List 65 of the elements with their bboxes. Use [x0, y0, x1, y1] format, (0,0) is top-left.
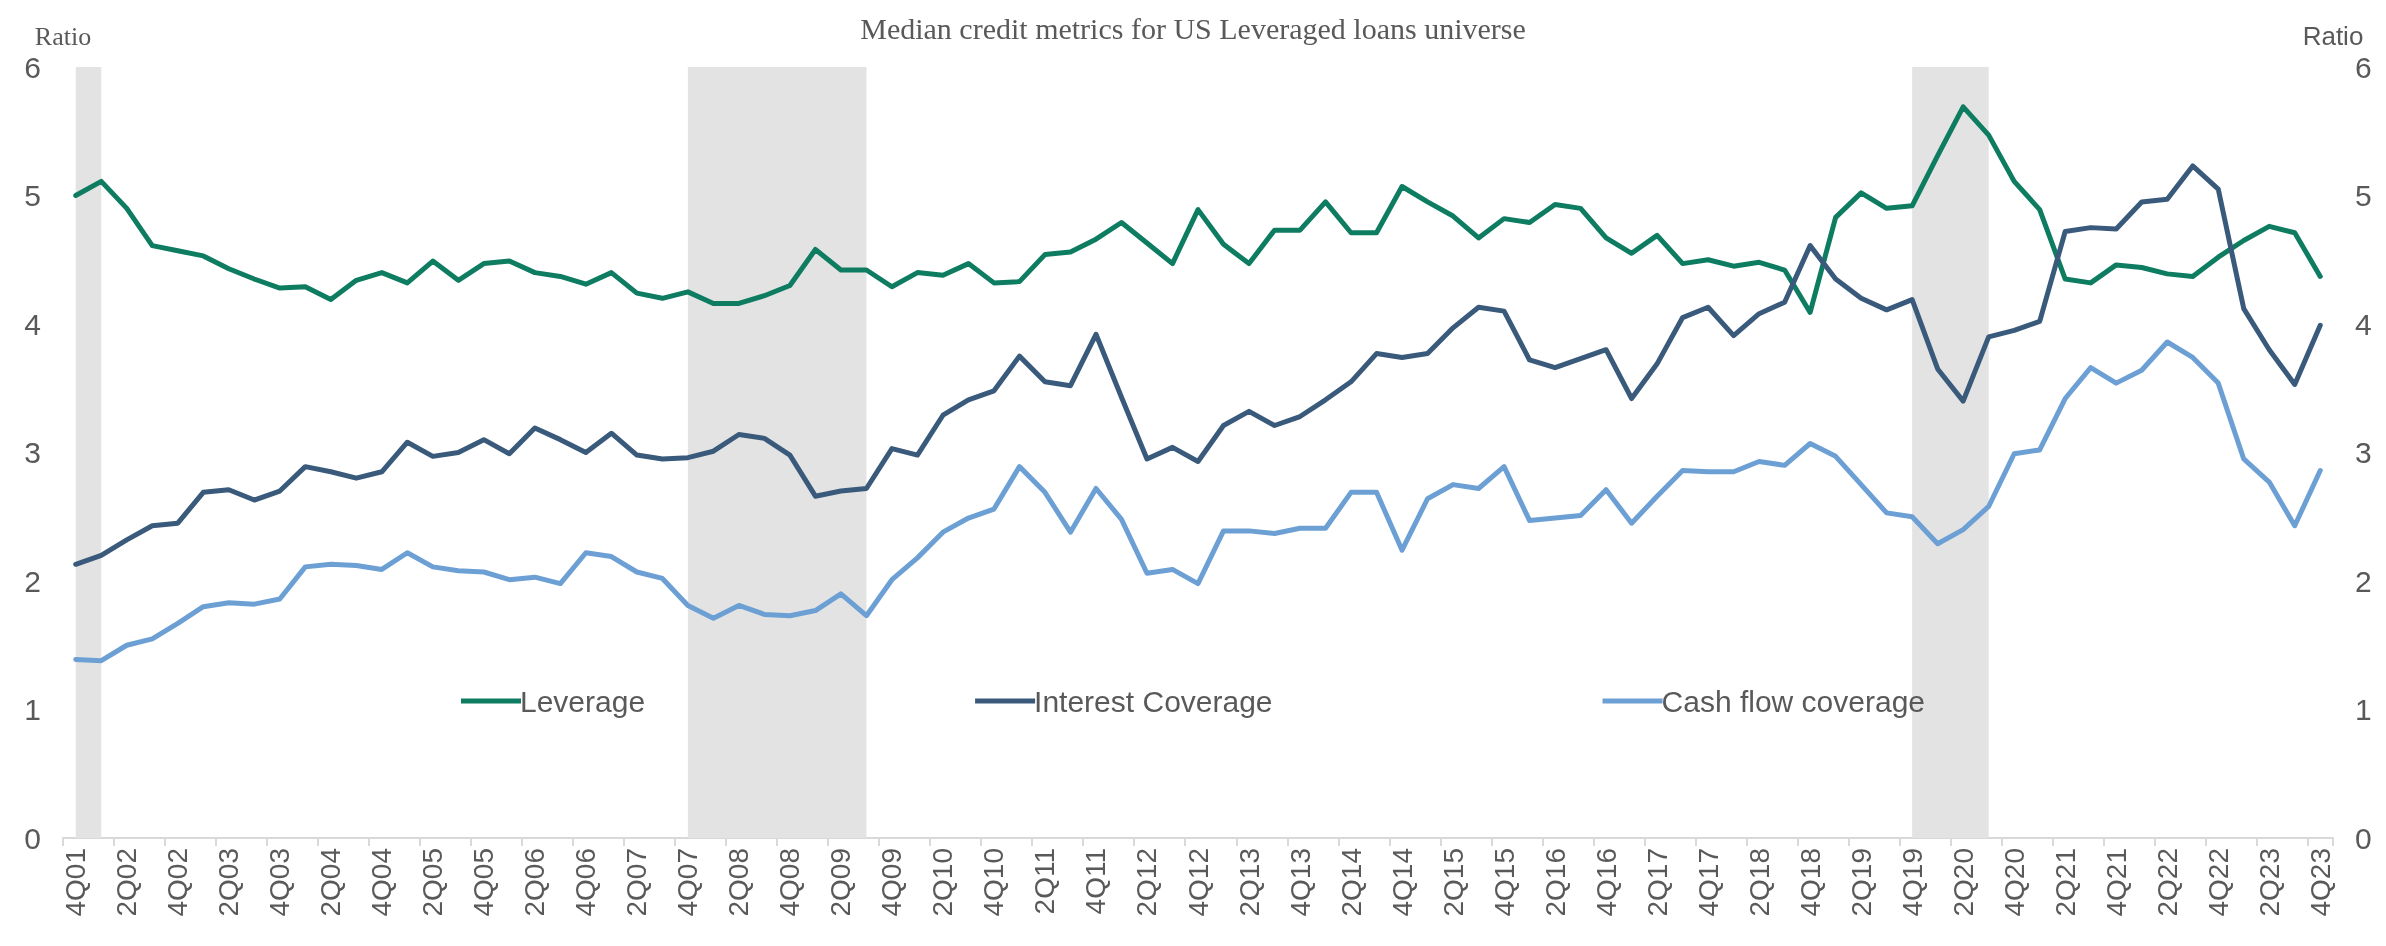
x-tick-label: 2Q07 [621, 848, 653, 917]
x-tick-label: 4Q05 [468, 848, 500, 917]
x-tick-label: 4Q15 [1488, 848, 1520, 917]
y-tick-label: 0 [24, 821, 41, 855]
x-tick-label: 4Q21 [2100, 848, 2132, 917]
x-tick-label: 2Q09 [825, 848, 857, 917]
legend-label: Leverage [519, 684, 646, 718]
x-tick-label: 4Q17 [1692, 848, 1724, 917]
y2-axis-title: Ratio [2302, 21, 2364, 51]
x-tick-label: 2Q20 [1947, 848, 1979, 917]
y-tick-label: 5 [24, 179, 41, 212]
x-tick-label: 2Q23 [2253, 848, 2285, 917]
x-tick-label: 4Q14 [1386, 848, 1418, 917]
x-tick-label: 2Q08 [723, 848, 755, 917]
x-tick-label: 4Q13 [1284, 848, 1316, 917]
x-tick-label: 2Q22 [2151, 848, 2183, 917]
chart-title: Median credit metrics for US Leveraged loans universe [860, 11, 1526, 45]
x-tick-label: 4Q20 [1998, 848, 2030, 917]
x-tick-label: 2Q19 [1845, 848, 1877, 917]
x-tick-label: 2Q14 [1335, 848, 1367, 917]
x-tick-label: 4Q08 [774, 848, 806, 917]
x-tick-label: 4Q07 [672, 848, 704, 917]
x-tick-label: 4Q09 [876, 848, 908, 917]
x-tick-label: 4Q04 [366, 848, 398, 917]
y-tick-label: 4 [24, 307, 41, 341]
x-tick-label: 4Q18 [1794, 848, 1826, 917]
x-tick-label: 4Q16 [1590, 848, 1622, 917]
x-tick-label: 4Q10 [978, 848, 1010, 917]
y2-tick-label: 3 [2355, 436, 2372, 469]
y2-tick-label: 1 [2355, 693, 2372, 726]
x-tick-label: 4Q19 [1896, 848, 1928, 917]
y2-tick-label: 6 [2355, 50, 2372, 84]
x-tick-label: 4Q11 [1080, 848, 1112, 915]
y2-tick-label: 5 [2355, 179, 2372, 212]
x-tick-label: 2Q05 [417, 848, 449, 917]
y2-tick-label: 2 [2355, 564, 2372, 598]
x-tick-label: 2Q18 [1743, 848, 1775, 917]
y2-tick-label: 4 [2355, 307, 2372, 341]
y-tick-label: 2 [24, 564, 41, 598]
x-tick-label: 2Q16 [1539, 848, 1571, 917]
x-tick-label: 4Q06 [570, 848, 602, 917]
x-tick-label: 4Q01 [60, 848, 92, 917]
legend-label: Interest Coverage [1034, 684, 1273, 718]
y-axis-title: Ratio [34, 21, 92, 51]
x-tick-label: 2Q04 [315, 848, 347, 917]
x-tick-label: 2Q06 [519, 848, 551, 917]
x-tick-label: 2Q17 [1641, 848, 1673, 917]
legend-label: Cash flow coverage [1661, 684, 1926, 718]
x-tick-label: 2Q11 [1029, 848, 1061, 915]
x-tick-label: 2Q15 [1437, 848, 1469, 917]
y-tick-label: 1 [24, 693, 41, 726]
x-tick-label: 2Q03 [213, 848, 245, 917]
x-tick-label: 2Q12 [1131, 848, 1163, 917]
y2-tick-label: 0 [2355, 821, 2372, 855]
x-tick-label: 4Q23 [2304, 848, 2336, 917]
y-tick-label: 3 [24, 436, 41, 469]
x-tick-label: 4Q03 [264, 848, 296, 917]
x-tick-label: 2Q02 [111, 848, 143, 917]
x-tick-label: 4Q02 [162, 848, 194, 917]
x-tick-label: 4Q12 [1182, 848, 1214, 917]
x-tick-label: 2Q10 [927, 848, 959, 917]
y-tick-label: 6 [24, 50, 41, 84]
x-tick-label: 4Q22 [2202, 848, 2234, 917]
x-tick-label: 2Q21 [2049, 848, 2081, 917]
x-tick-label: 2Q13 [1233, 848, 1265, 917]
